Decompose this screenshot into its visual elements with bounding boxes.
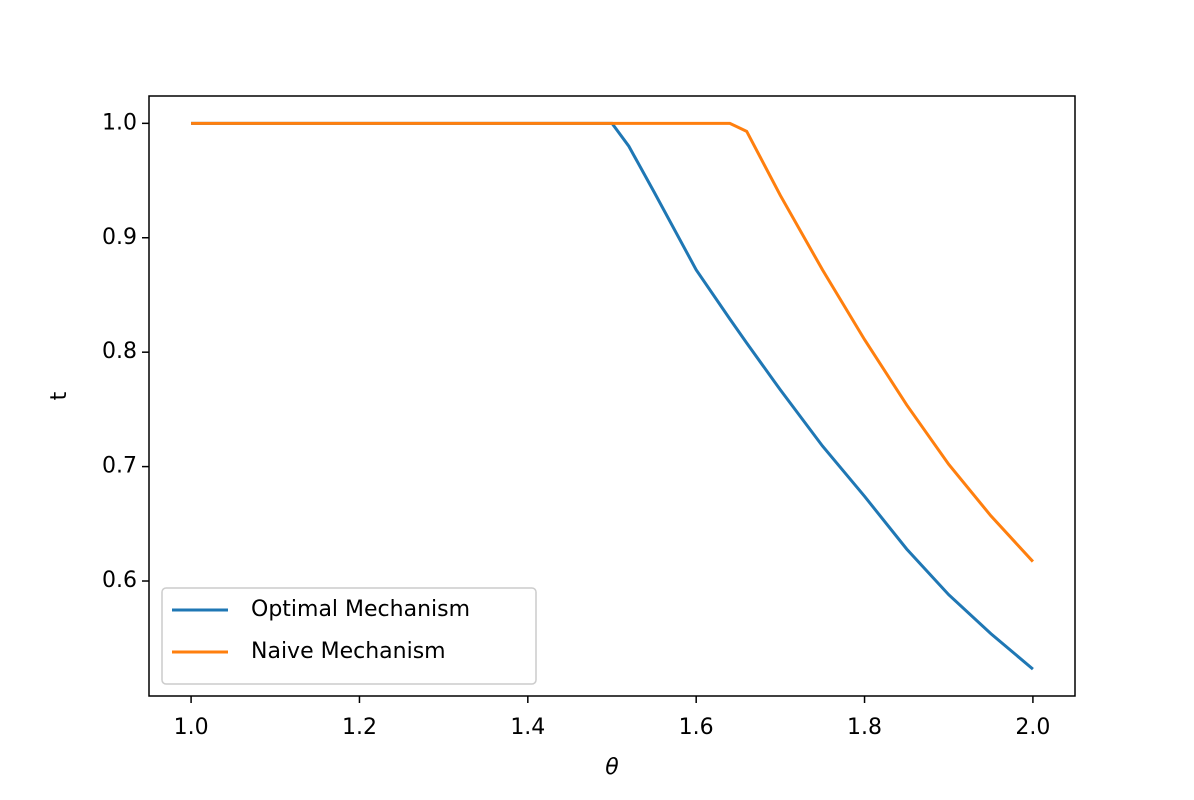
- series-line: [191, 121, 1034, 671]
- plot-frame: [148, 95, 1076, 697]
- x-tick-label: 1.8: [847, 715, 882, 740]
- legend-label: Naive Mechanism: [251, 639, 446, 664]
- x-tick-label: 1.2: [342, 715, 377, 740]
- x-tick-label: 1.0: [174, 715, 209, 740]
- y-tick-label: 1.0: [102, 110, 137, 135]
- legend-box: [161, 587, 537, 685]
- y-tick-label: 0.9: [102, 225, 137, 250]
- legend-label: Optimal Mechanism: [251, 597, 470, 622]
- series-line: [191, 121, 1035, 563]
- y-tick-label: 0.7: [102, 454, 137, 479]
- legend: Optimal Mechanism Naive Mechanism: [161, 587, 537, 685]
- y-tick-label: 0.8: [102, 339, 137, 364]
- x-tick-label: 1.6: [679, 715, 714, 740]
- x-tick-label: 1.4: [510, 715, 545, 740]
- y-axis-label: t: [47, 391, 72, 400]
- x-axis-label: θ: [605, 755, 619, 780]
- y-tick-label: 0.6: [102, 568, 137, 593]
- x-tick-label: 2.0: [1015, 715, 1050, 740]
